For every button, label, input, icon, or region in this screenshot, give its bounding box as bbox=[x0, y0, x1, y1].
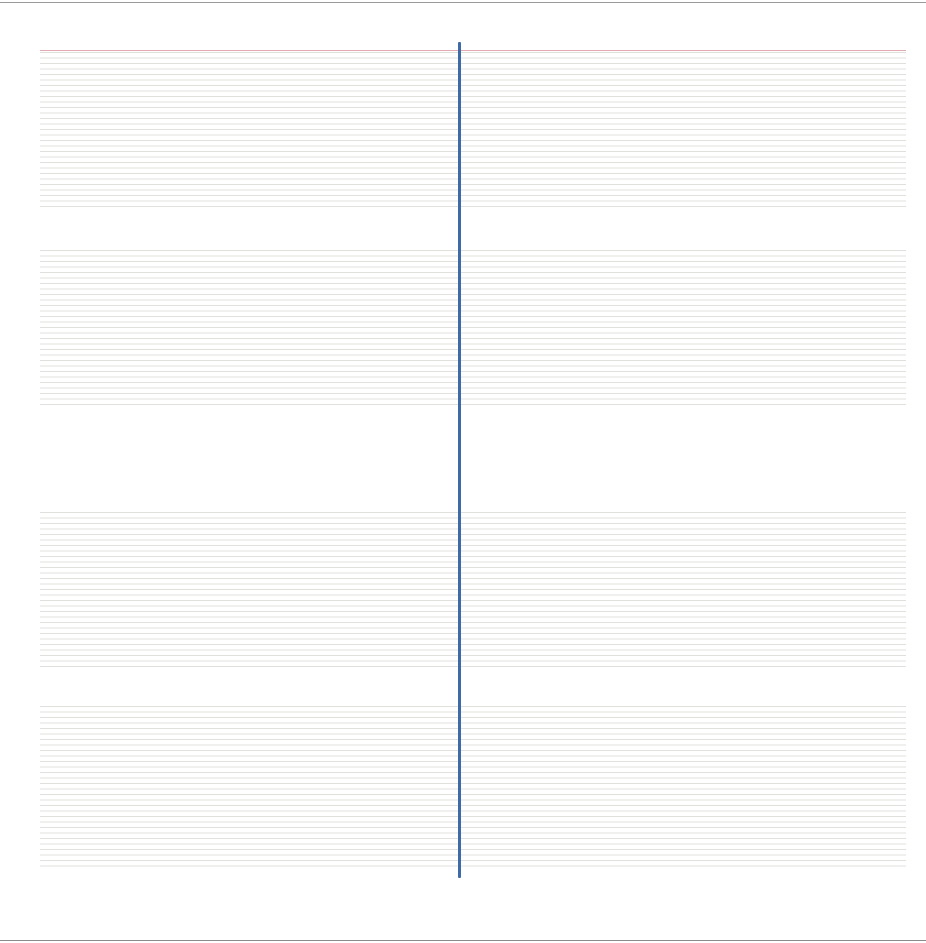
panel-mandible-buccal bbox=[40, 706, 906, 871]
page-bottom-border bbox=[0, 940, 926, 941]
panel-maxilla-palatal bbox=[40, 250, 906, 406]
occlusal-row-maxilla bbox=[40, 212, 906, 248]
panel-mandible-lingual bbox=[40, 512, 906, 668]
panel-maxilla-buccal bbox=[40, 52, 906, 210]
arch-midline-divider bbox=[458, 42, 461, 878]
gingiva-baseline bbox=[40, 50, 906, 51]
occlusal-row-mandible bbox=[40, 670, 906, 706]
page-top-border bbox=[0, 2, 926, 3]
